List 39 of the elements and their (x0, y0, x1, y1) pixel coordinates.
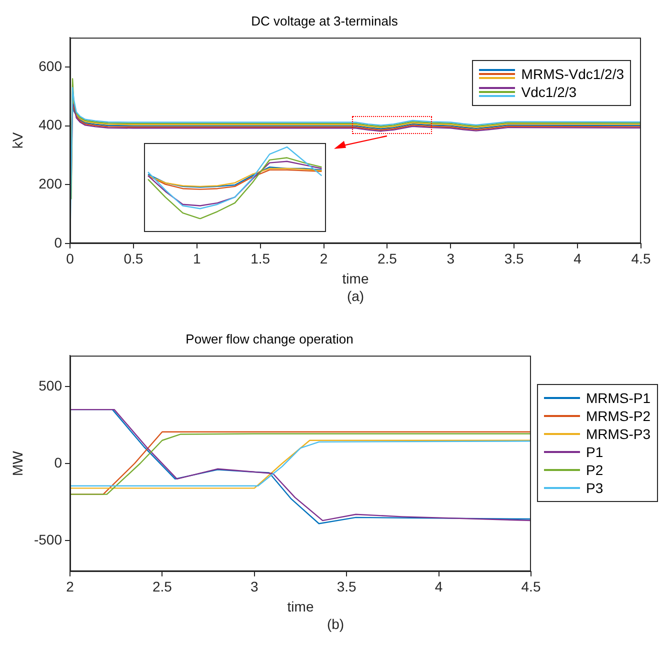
x-tick-label: 4.5 (631, 250, 651, 267)
x-tick-label: 3.5 (504, 250, 524, 267)
x-tick-label: 2 (66, 578, 74, 595)
y-tick-label: 400 (38, 116, 62, 133)
x-tick-label: 2.5 (152, 578, 172, 595)
x-tick-label: 0.5 (124, 250, 144, 267)
x-tick-label: 0 (66, 250, 74, 267)
x-tick-label: 2 (320, 250, 328, 267)
x-tick-label: 1.5 (250, 250, 270, 267)
y-axis-title: kV (9, 132, 26, 149)
x-tick-label: 1 (192, 250, 201, 267)
x-axis-title: time (342, 270, 369, 286)
x-tick-label: 3 (250, 578, 258, 595)
legend-label: MRMS-P3 (586, 426, 651, 442)
legend-label: Vdc1/2/3 (521, 84, 577, 100)
text: (a) (346, 288, 366, 304)
legend-label: P2 (586, 462, 604, 478)
y-tick-label: 0 (54, 234, 62, 250)
x-tick-label: 4 (574, 250, 582, 267)
x-tick-label: 4 (434, 578, 443, 595)
legend-label: P1 (586, 444, 604, 460)
y-tick-label: -500 (34, 531, 62, 548)
x-tick-label: 3 (446, 250, 455, 267)
text: (b) (326, 616, 346, 632)
x-axis-title: time (287, 598, 314, 614)
x-tick-label: 3.5 (336, 578, 357, 595)
x-tick-label: 4.5 (521, 578, 541, 595)
legend-label: MRMS-P1 (586, 390, 651, 406)
y-tick-label: 600 (38, 58, 62, 74)
y-tick-label: 200 (38, 175, 62, 192)
y-tick-label: 0 (54, 454, 62, 470)
y-tick-label: 500 (38, 377, 62, 394)
legend-label: P3 (586, 480, 604, 496)
legend-label: MRMS-Vdc1/2/3 (521, 66, 624, 82)
legend-label: MRMS-P2 (586, 408, 651, 424)
y-axis-title: MW (9, 450, 26, 476)
chart-title: DC voltage at 3-terminals (251, 13, 398, 28)
x-tick-label: 2.5 (377, 250, 398, 267)
chart-title: Power flow change operation (186, 331, 354, 346)
